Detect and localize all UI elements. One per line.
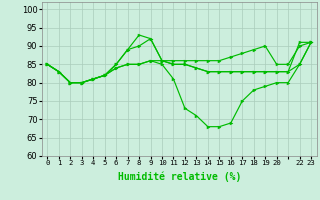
X-axis label: Humidité relative (%): Humidité relative (%) (117, 172, 241, 182)
